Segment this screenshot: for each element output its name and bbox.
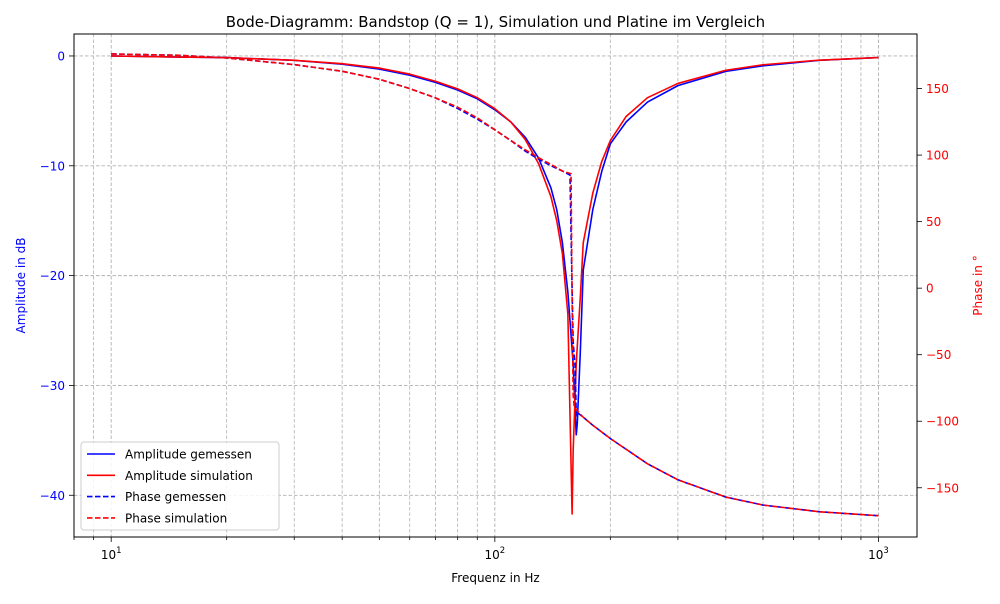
series-layer — [111, 53, 879, 517]
y-axis-left-label: Amplitude in dB — [14, 238, 28, 334]
y-right-tick-label: 100 — [926, 149, 949, 163]
y-right-tick-label: 150 — [926, 82, 949, 96]
x-tick-label: 102 — [484, 546, 505, 562]
legend-label: Amplitude simulation — [125, 469, 253, 483]
series-line-amplitude-simulation — [111, 55, 879, 515]
y-right-tick-label: −150 — [926, 481, 959, 495]
series-line-amplitude-gemessen — [111, 55, 879, 436]
chart-title: Bode-Diagramm: Bandstop (Q = 1), Simulat… — [226, 13, 765, 31]
series-line-phase-simulation — [111, 53, 879, 517]
y-left-tick-label: 0 — [57, 49, 65, 63]
plot-frame — [73, 33, 918, 538]
grid-layer — [73, 34, 917, 537]
x-tick-label: 103 — [868, 546, 889, 562]
y-right-tick-label: 0 — [926, 282, 934, 296]
legend-box — [80, 441, 280, 531]
y-left-tick-label: −10 — [40, 159, 65, 173]
y-axis-right-label: Phase in ° — [971, 255, 985, 315]
y-left-tick-label: −40 — [40, 489, 65, 503]
legend-label: Phase simulation — [125, 511, 227, 525]
y-right-tick-label: −100 — [926, 415, 959, 429]
y-right-tick-label: −50 — [926, 348, 951, 362]
y-right-tick-label: 50 — [926, 215, 941, 229]
x-axis-label: Frequenz in Hz — [451, 571, 539, 585]
x-tick-label: 101 — [101, 546, 122, 562]
legend-label: Amplitude gemessen — [125, 448, 252, 462]
y-left-tick-label: −30 — [40, 379, 65, 393]
legend-label: Phase gemessen — [125, 490, 226, 504]
legend: Amplitude gemessen Amplitude simulation Ph… — [80, 441, 280, 531]
y-left-tick-label: −20 — [40, 269, 65, 283]
axis-layer: 0 −10 −20 −30 −40 150 100 50 0 −50 −100 −150 101 102 1… — [40, 49, 959, 562]
